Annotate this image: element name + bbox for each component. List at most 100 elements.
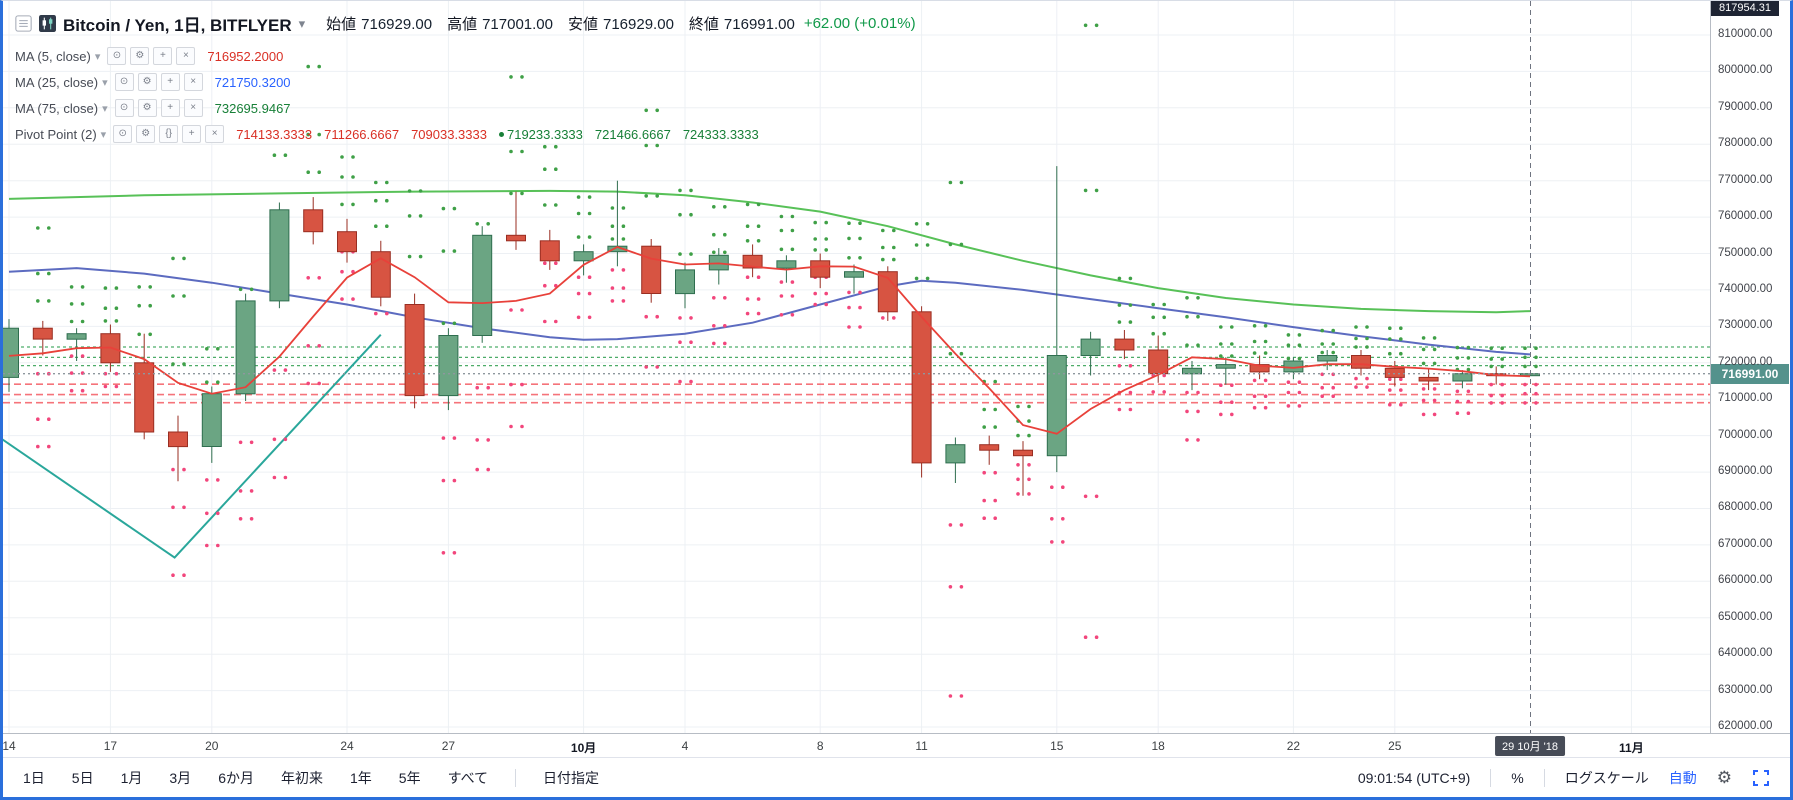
settings-icon[interactable]: ⚙ xyxy=(137,73,157,91)
pivot-dot-s xyxy=(1230,383,1234,388)
settings-icon[interactable]: ⚙ xyxy=(136,125,156,143)
pivot-dot-s xyxy=(993,516,997,520)
settings-gear-icon[interactable]: ⚙ xyxy=(1716,768,1732,787)
candle-body xyxy=(201,393,222,448)
pivot-dot-r xyxy=(712,205,716,209)
price-axis[interactable]: 817954.31 716991.00 620000.00 630000.00 64… xyxy=(1710,1,1790,733)
pivot-dot-s xyxy=(317,276,322,280)
pivot-dot-s xyxy=(36,417,40,422)
pivot-dot-s xyxy=(982,470,986,475)
pivot-dot-s xyxy=(959,523,964,527)
pivot-dot-s xyxy=(1320,394,1324,399)
percent-scale-button[interactable]: % xyxy=(1511,769,1524,786)
pivot-dot-s xyxy=(238,489,243,493)
indicator-name[interactable]: MA (5, close) xyxy=(15,48,91,64)
indicator-name[interactable]: Pivot Point (2) xyxy=(15,126,97,142)
visibility-icon[interactable]: ⊙ xyxy=(107,47,127,65)
range-button[interactable]: 5日 xyxy=(71,769,94,786)
pivot-dot-r xyxy=(385,224,389,228)
pivot-dot-s xyxy=(881,316,885,320)
pivot-dot-s xyxy=(756,311,761,316)
pivot-dot-r xyxy=(1185,343,1189,348)
pivot-dot-r xyxy=(1388,326,1392,331)
pivot-dot-r xyxy=(509,149,513,154)
candle-body xyxy=(1418,376,1439,382)
pivot-dot-r xyxy=(205,347,209,351)
pivot-dot-s xyxy=(1466,399,1471,404)
close-icon[interactable]: × xyxy=(183,99,203,117)
fullscreen-icon[interactable] xyxy=(1752,769,1770,787)
pivot-dot-r xyxy=(1094,188,1099,193)
pivot-dot-r xyxy=(678,212,682,217)
log-scale-button[interactable]: ログスケール xyxy=(1564,769,1649,786)
source-icon[interactable]: {} xyxy=(159,125,179,143)
plus-icon[interactable]: + xyxy=(160,99,180,117)
range-button[interactable]: 1年 xyxy=(349,769,372,786)
pivot-dot-r xyxy=(1523,364,1527,369)
pivot-dot-s xyxy=(1297,380,1302,385)
candle-body xyxy=(3,327,19,378)
pivot-dot-r xyxy=(982,425,986,429)
pivot-dot-s xyxy=(712,296,716,300)
close-icon[interactable]: × xyxy=(205,125,225,143)
pivot-dot-r xyxy=(1320,342,1324,346)
range-button[interactable]: 3月 xyxy=(169,769,192,786)
chart-plot-area[interactable] xyxy=(3,1,1710,733)
pivot-dot-s xyxy=(1399,402,1403,407)
pivot-dot-r xyxy=(1252,324,1257,328)
visibility-icon[interactable]: ⊙ xyxy=(114,99,134,117)
indicator-value: 724333.3333 xyxy=(682,126,759,142)
candlestick-chart-icon[interactable] xyxy=(39,15,56,32)
settings-icon[interactable]: ⚙ xyxy=(137,99,157,117)
time-axis[interactable]: 14 17 20 24 27 10月 4 8 11 15 18 22 25 11月 29 10月 '18 xyxy=(3,733,1790,757)
close-icon[interactable]: × xyxy=(176,47,196,65)
chevron-down-icon[interactable]: ▾ xyxy=(102,76,108,89)
ma25-line xyxy=(8,267,1531,356)
visibility-icon[interactable]: ⊙ xyxy=(113,125,133,143)
range-button[interactable]: 5年 xyxy=(398,769,421,786)
indicator-name[interactable]: MA (75, close) xyxy=(15,100,99,116)
plus-icon[interactable]: + xyxy=(182,125,202,143)
candle-body xyxy=(438,335,459,397)
range-button[interactable]: 年初来 xyxy=(280,769,323,786)
range-button[interactable]: すべて xyxy=(447,769,489,786)
price-axis-label: 620000.00 xyxy=(1718,720,1773,732)
pivot-dot-s xyxy=(993,498,997,503)
chevron-down-icon[interactable]: ▾ xyxy=(102,102,108,115)
pivot-dot-r xyxy=(723,232,727,237)
goto-date-button[interactable]: 日付指定 xyxy=(543,769,600,786)
chevron-down-icon[interactable]: ▾ xyxy=(298,15,306,31)
close-icon[interactable]: × xyxy=(183,73,203,91)
auto-scale-button[interactable]: 自動 xyxy=(1668,769,1697,786)
range-button[interactable]: 1月 xyxy=(120,769,143,786)
range-button[interactable]: 1日 xyxy=(23,769,45,786)
pivot-dot-s xyxy=(1083,494,1088,499)
plus-icon[interactable]: + xyxy=(160,73,180,91)
pivot-dot-r xyxy=(441,321,446,326)
indicator-name[interactable]: MA (25, close) xyxy=(15,74,99,90)
layout-icon[interactable] xyxy=(15,15,32,32)
range-button[interactable]: 6か月 xyxy=(218,769,254,786)
chevron-down-icon[interactable]: ▾ xyxy=(94,50,101,63)
price-axis-top-badge: 817954.31 xyxy=(1711,1,1779,16)
pivot-dot-r xyxy=(1185,314,1189,319)
pivot-dot-r xyxy=(982,407,986,412)
pivot-dot-r xyxy=(644,194,648,198)
pivot-dot-r xyxy=(587,195,592,199)
pivot-dot-s xyxy=(779,294,784,298)
pivot-dot-s xyxy=(1432,412,1437,417)
pivot-dot-s xyxy=(847,325,851,329)
pivot-dot-r xyxy=(114,319,119,323)
pivot-dot-s xyxy=(1286,390,1291,395)
symbol-title[interactable]: Bitcoin / Yen, 1日, BITFLYER xyxy=(63,16,292,35)
pivot-dot-r xyxy=(441,206,446,211)
settings-icon[interactable]: ⚙ xyxy=(130,47,150,65)
plus-icon[interactable]: + xyxy=(153,47,173,65)
visibility-icon[interactable]: ⊙ xyxy=(114,73,134,91)
chevron-down-icon[interactable]: ▾ xyxy=(100,128,107,141)
pivot-dot-s xyxy=(543,283,547,288)
pivot-dot-r xyxy=(452,249,457,253)
pivot-dot-r xyxy=(509,191,513,196)
price-axis-label: 810000.00 xyxy=(1718,28,1773,40)
time-axis-label: 20 xyxy=(205,739,219,753)
